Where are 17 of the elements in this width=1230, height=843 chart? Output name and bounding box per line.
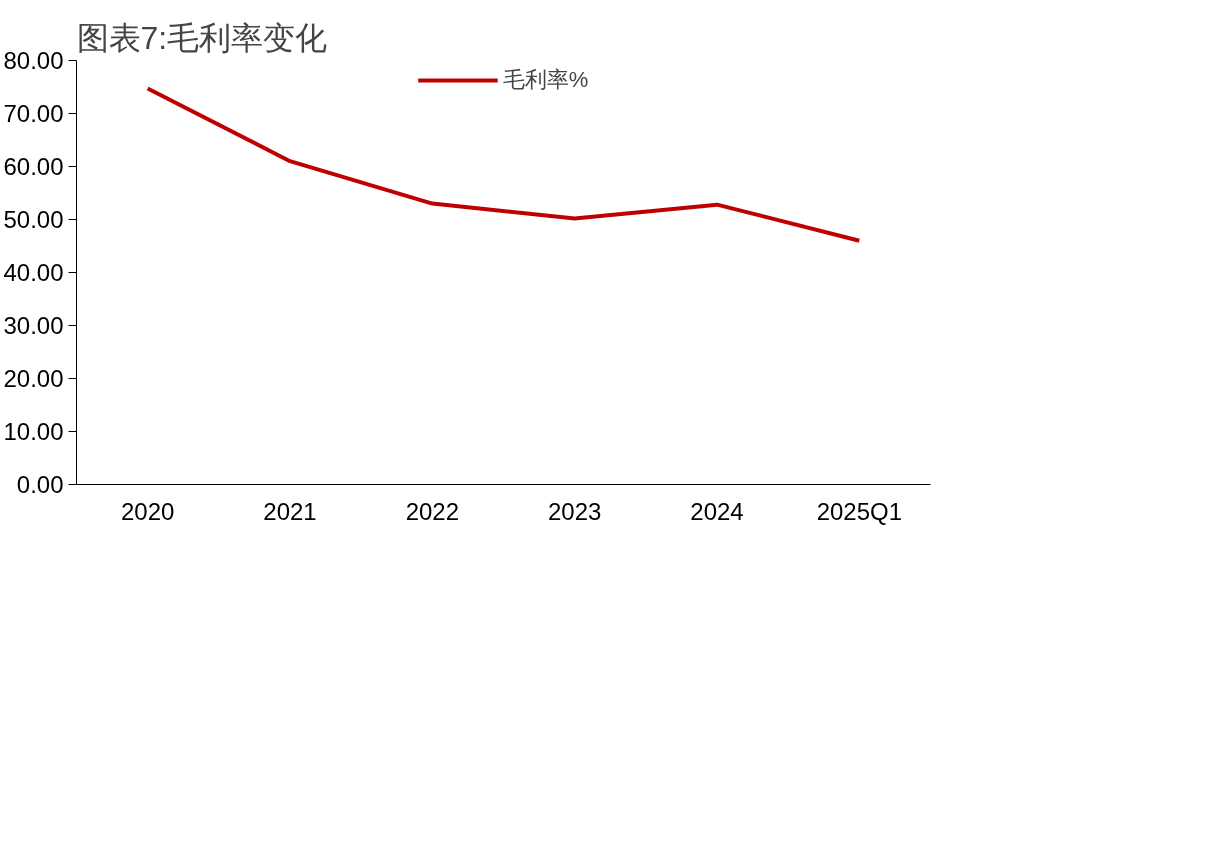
y-tick-label: 10.00 xyxy=(3,418,64,445)
x-tick-label: 2021 xyxy=(263,497,317,525)
y-tick-label: 40.00 xyxy=(3,259,64,286)
y-tick-label: 0.00 xyxy=(16,471,64,498)
x-tick-label: 2023 xyxy=(547,497,602,525)
y-tick-label: 80.00 xyxy=(3,47,64,74)
x-tick-label: 2025Q1 xyxy=(816,497,903,525)
y-tick-label: 70.00 xyxy=(3,100,64,127)
y-tick-label: 60.00 xyxy=(3,153,64,180)
y-tick-label: 50.00 xyxy=(3,206,64,233)
x-tick-label: 2024 xyxy=(690,497,744,525)
legend-label: 毛利率% xyxy=(502,66,589,94)
chart-title: 图表7:毛利率变化 xyxy=(76,19,328,56)
y-tick-label: 30.00 xyxy=(3,312,64,339)
x-tick-label: 2020 xyxy=(120,497,175,525)
x-tick-label: 2022 xyxy=(405,497,460,525)
y-tick-label: 20.00 xyxy=(3,365,64,392)
